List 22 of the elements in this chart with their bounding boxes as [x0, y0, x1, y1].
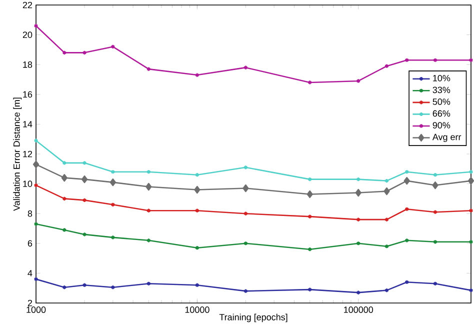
x-axis-title: Training [epochs]	[219, 314, 288, 322]
y-axis-title: Validation Error Distance [m]	[13, 98, 22, 211]
legend-label: 10%	[433, 74, 450, 82]
y-tick-label: 6	[28, 240, 32, 247]
legend-label: 50%	[432, 98, 450, 105]
y-tick-label: 4	[28, 270, 32, 276]
legend-label: 33%	[432, 86, 450, 94]
legend-label: 90%	[432, 122, 450, 128]
y-tick-label: 16	[23, 91, 32, 98]
y-tick-label: 2	[28, 300, 32, 306]
y-tick-label: 14	[23, 121, 32, 128]
x-tick-label: 10000	[185, 306, 210, 313]
x-tick-label: 1000	[26, 306, 46, 313]
y-tick-label: 10	[23, 180, 32, 187]
legend-label: 66%	[432, 110, 450, 117]
y-tick-label: 22	[22, 2, 32, 8]
y-tick-label: 8	[28, 210, 32, 217]
y-tick-label: 12	[23, 150, 32, 158]
x-tick-label: 100000	[344, 306, 374, 313]
legend-label: Avg err	[432, 134, 462, 142]
y-tick-label: 20	[22, 32, 32, 38]
y-tick-label: 18	[23, 61, 32, 68]
